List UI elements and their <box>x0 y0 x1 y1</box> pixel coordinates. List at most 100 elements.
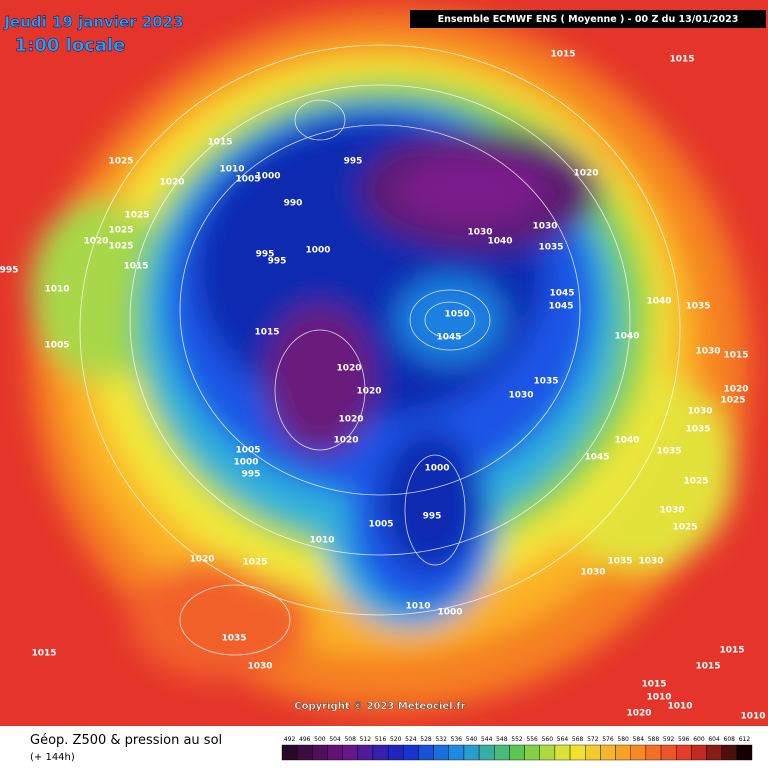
pressure-label: 1045 <box>436 333 461 343</box>
scale-swatch <box>418 744 434 761</box>
scale-label: 496 <box>299 736 311 743</box>
caption: Géop. Z500 & pression au sol <box>30 733 222 748</box>
pressure-label: 995 <box>256 250 275 260</box>
scale-swatch <box>630 744 647 761</box>
pressure-label: 1030 <box>467 228 492 238</box>
scale-swatch <box>509 744 525 761</box>
header-bar <box>410 10 766 28</box>
pressure-label: 1045 <box>548 302 573 312</box>
scale-swatch <box>660 744 677 761</box>
pressure-label: 1025 <box>683 477 708 487</box>
pressure-label: 995 <box>344 157 363 167</box>
pressure-label: 1020 <box>336 364 361 374</box>
field <box>0 0 768 726</box>
pressure-label: 1035 <box>607 557 632 567</box>
pressure-label: 1040 <box>487 237 512 247</box>
scale-label: 600 <box>693 736 705 743</box>
pressure-label: 1030 <box>508 391 533 401</box>
pressure-label: 1010 <box>309 536 334 546</box>
scale-swatch <box>463 744 480 761</box>
scale-label: 508 <box>344 736 356 743</box>
scale-swatch <box>403 744 419 761</box>
pressure-label: 1015 <box>641 680 666 690</box>
scale-swatch <box>327 744 343 761</box>
pressure-label: 1025 <box>242 558 267 568</box>
scale-label: 596 <box>678 736 690 743</box>
scale-label: 608 <box>724 736 736 743</box>
pressure-label: 1030 <box>580 568 605 578</box>
scale-label: 576 <box>602 736 614 743</box>
scale-label: 564 <box>557 736 569 743</box>
scale-swatch <box>736 744 753 761</box>
pressure-label: 1030 <box>638 557 663 567</box>
scale-label: 548 <box>496 736 508 743</box>
scale-label: 612 <box>739 736 751 743</box>
pressure-label: 995 <box>0 266 18 276</box>
scale-label: 568 <box>572 736 584 743</box>
scale-label: 592 <box>663 736 675 743</box>
pressure-label: 1000 <box>424 464 449 474</box>
scale-label: 588 <box>648 736 660 743</box>
time: 1:00 locale <box>15 35 126 56</box>
scale-swatch <box>645 744 662 761</box>
scale-label: 544 <box>481 736 493 743</box>
pressure-label: 1015 <box>31 649 56 659</box>
pressure-label: 1050 <box>444 310 469 320</box>
pressure-label: 1005 <box>44 341 69 351</box>
pressure-label: 1015 <box>550 50 575 60</box>
lead: (+ 144h) <box>30 752 75 763</box>
scale-swatch <box>600 744 616 761</box>
pressure-label: 995 <box>242 470 261 480</box>
pressure-label: 1025 <box>108 226 133 236</box>
scale-swatch <box>281 744 298 761</box>
scale-label: 604 <box>708 736 720 743</box>
scale-swatch <box>478 744 495 761</box>
pressure-label: 1015 <box>254 328 279 338</box>
pressure-label: 1020 <box>159 178 184 188</box>
scale-swatch <box>524 744 540 761</box>
scale-swatch <box>494 744 510 761</box>
scale-label: 492 <box>284 736 296 743</box>
colorbar: 492 496 500 504 508 512 516 520 524 528 532 536 540 5… <box>281 736 753 761</box>
pressure-label: 1000 <box>437 608 462 618</box>
pressure-label: 1020 <box>626 709 651 719</box>
scale-swatch <box>357 744 374 761</box>
pressure-label: 1020 <box>356 387 381 397</box>
scale-label: 512 <box>360 736 372 743</box>
pressure-label: 1035 <box>685 425 710 435</box>
pressure-label: 990 <box>284 199 303 209</box>
scale-label: 560 <box>542 736 554 743</box>
pressure-label: 1010 <box>667 702 692 712</box>
pressure-label: 1040 <box>614 436 639 446</box>
header: Ensemble ECMWF ENS ( Moyenne ) - 00 Z du… <box>438 14 739 25</box>
pressure-label: 1040 <box>646 297 671 307</box>
pressure-label: 1015 <box>669 55 694 65</box>
scale-label: 516 <box>375 736 387 743</box>
scale-swatch <box>691 744 707 761</box>
pressure-label: 1040 <box>614 332 639 342</box>
pressure-label: 995 <box>423 512 442 522</box>
pressure-label: 1025 <box>672 523 697 533</box>
scale-label: 540 <box>466 736 478 743</box>
scale-label: 532 <box>435 736 447 743</box>
scale-label: 572 <box>587 736 599 743</box>
scale-swatch <box>539 744 556 761</box>
pressure-label: 1015 <box>723 351 748 361</box>
pressure-label: 1015 <box>695 662 720 672</box>
copyright: Copyright © 2023 Meteociel.fr <box>294 701 465 712</box>
pressure-label: 1020 <box>723 385 748 395</box>
pressure-label: 995 <box>268 257 287 267</box>
scale-swatch <box>615 744 631 761</box>
scale-swatch <box>387 744 404 761</box>
pressure-label: 1010 <box>740 712 765 722</box>
scale-swatch <box>372 744 389 761</box>
pressure-label: 1020 <box>573 169 598 179</box>
scale-swatch <box>585 744 601 761</box>
scale-label: 500 <box>314 736 326 743</box>
pressure-label: 1025 <box>108 242 133 252</box>
scale-label: 528 <box>420 736 432 743</box>
pressure-label: 1000 <box>305 246 330 256</box>
pressure-label: 1025 <box>108 157 133 167</box>
